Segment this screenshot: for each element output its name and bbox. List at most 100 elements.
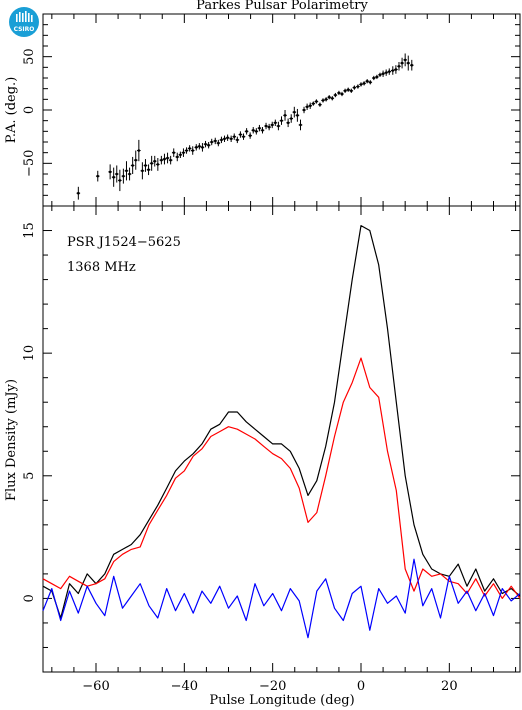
pa-point (264, 122, 268, 130)
pa-point (121, 168, 126, 184)
pa-point (403, 53, 407, 67)
pa-point (305, 103, 309, 110)
pa-point (378, 72, 382, 77)
pa-point (273, 119, 278, 126)
profile-series-lines (42, 225, 521, 639)
pa-point (244, 128, 249, 135)
pa-point (251, 127, 256, 134)
profile-y-axis-label: Flux Density (mJy) (4, 379, 19, 501)
pa-point (372, 75, 376, 81)
pa-point (359, 82, 363, 87)
csiro-logo-bars-icon (16, 11, 33, 22)
pa-point (409, 59, 414, 71)
circular-polarization-line (42, 558, 521, 639)
pa-y-axis-label: P.A. (deg.) (4, 77, 19, 144)
pa-point (152, 155, 157, 167)
pa-point (108, 164, 112, 180)
pa-point (362, 81, 366, 86)
pa-point (270, 121, 275, 129)
pa-point (311, 101, 316, 106)
pa-point (143, 159, 148, 172)
pa-point (337, 90, 341, 96)
pa-point (283, 110, 287, 121)
profile-axis-ticks: −60 −40 −20 0 20 0 5 10 15 (22, 206, 520, 694)
pa-point (321, 98, 325, 103)
pa-point (133, 150, 138, 170)
pa-point (248, 132, 252, 139)
pa-point (352, 85, 357, 90)
pa-point (127, 167, 132, 181)
pa-point (330, 96, 335, 101)
pa-point (292, 106, 297, 118)
frequency-label: 1368 MHz (67, 260, 136, 275)
pa-point (276, 121, 281, 131)
linear-polarization-line (42, 357, 521, 600)
pa-point (178, 151, 183, 158)
pa-point (387, 68, 392, 75)
pa-point (346, 87, 350, 92)
pa-point (406, 55, 411, 71)
pa-point (190, 146, 195, 155)
x-tick-label: −20 (259, 679, 286, 694)
pa-point (308, 102, 313, 109)
pa-y-tick-label: 0 (22, 106, 37, 114)
pa-point (298, 119, 303, 131)
profile-y-tick-label: 10 (22, 345, 37, 362)
pa-point (295, 108, 300, 122)
pa-point (349, 88, 354, 93)
pa-point (279, 116, 284, 125)
pa-point (267, 123, 271, 131)
x-axis-label: Pulse Longitude (deg) (209, 693, 354, 708)
x-tick-label: 20 (441, 679, 458, 694)
chart-title: Parkes Pulsar Polarimetry (196, 0, 368, 13)
pa-point (140, 162, 145, 180)
pa-point (149, 155, 154, 171)
pa-point (130, 156, 135, 174)
profile-panel-frame (42, 205, 521, 673)
pa-point (95, 170, 100, 182)
pa-point (203, 140, 208, 148)
pa-point (286, 118, 290, 128)
pa-point (171, 148, 176, 157)
pa-point (219, 136, 224, 144)
pa-point (397, 62, 401, 71)
pa-point (314, 99, 319, 104)
pa-point (257, 124, 262, 132)
pa-point (327, 95, 331, 100)
pa-point (184, 147, 189, 154)
pa-point (318, 102, 322, 107)
pa-axis-ticks: −50 0 50 (22, 14, 520, 206)
pa-point (391, 66, 395, 75)
pa-point (254, 128, 259, 135)
pa-point (394, 65, 398, 74)
pa-point (235, 136, 240, 144)
pa-point (124, 161, 129, 181)
pa-point (197, 143, 202, 150)
pa-point (260, 127, 265, 134)
pa-point (156, 158, 160, 171)
pa-point (200, 143, 205, 152)
pa-point (324, 97, 328, 102)
pa-point (384, 69, 388, 76)
pa-point (216, 139, 221, 147)
pa-point (302, 106, 306, 114)
pa-point (181, 148, 186, 157)
pa-point (159, 155, 164, 165)
profile-y-tick-label: 5 (22, 472, 37, 480)
pa-point (118, 169, 122, 192)
pa-point (165, 152, 170, 164)
pa-point (213, 137, 218, 145)
pa-y-tick-label: 50 (22, 48, 37, 65)
pa-point (343, 88, 347, 93)
x-tick-label: 0 (357, 679, 365, 694)
pa-point (365, 79, 369, 84)
pa-point (206, 142, 211, 149)
pa-point (146, 164, 151, 176)
pa-data-points (76, 53, 414, 200)
pulsar-name-label: PSR J1524−5625 (67, 235, 181, 250)
profile-y-tick-label: 15 (22, 222, 37, 239)
pa-point (368, 80, 373, 85)
pa-point (381, 70, 385, 77)
pa-point (375, 74, 379, 80)
